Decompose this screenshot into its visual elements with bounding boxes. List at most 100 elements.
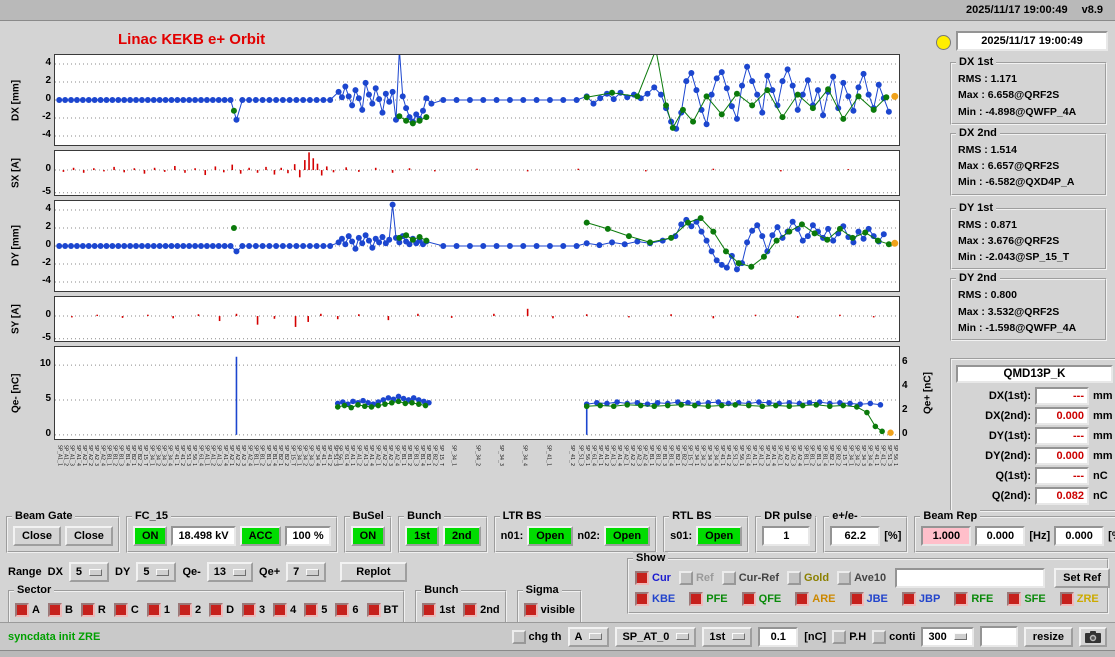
resize-button[interactable]: resize	[1023, 626, 1073, 647]
sector-toggle-2[interactable]: 2	[177, 603, 201, 617]
ratio-value: 62.2	[830, 526, 881, 546]
overlay-toggle-are[interactable]: ARE	[795, 592, 836, 606]
checkbox-indicator[interactable]	[511, 629, 526, 644]
sector-toggle-3[interactable]: 3	[242, 603, 265, 617]
fc15-on-button[interactable]: ON	[132, 526, 168, 546]
sector-toggle-6[interactable]: 6	[335, 603, 359, 617]
sector-toggle-bt[interactable]: BT	[366, 603, 398, 617]
monitor-row: DY(1st): --- mm	[956, 427, 1113, 445]
replot-button[interactable]: Replot	[340, 562, 407, 582]
beam-gate-close-1-button[interactable]: Close	[13, 526, 61, 546]
checkbox-indicator[interactable]	[832, 629, 847, 644]
busel-on-button[interactable]: ON	[350, 526, 386, 546]
bunch-toggle-1st[interactable]: 1st	[422, 603, 455, 617]
checkbox-indicator[interactable]	[901, 592, 916, 606]
ph-toggle-p-h[interactable]: P.H	[832, 629, 866, 644]
checkbox-indicator[interactable]	[146, 603, 161, 617]
show-toggle-ref[interactable]: Ref	[678, 571, 714, 585]
overlay-toggle-qfe[interactable]: QFE	[741, 592, 781, 606]
threshold-input[interactable]: 0.1	[758, 626, 799, 647]
checkbox-indicator[interactable]	[689, 592, 704, 606]
checkbox-indicator[interactable]	[463, 603, 478, 617]
sector-toggle-c[interactable]: C	[113, 603, 139, 617]
checkbox-indicator[interactable]	[335, 603, 350, 617]
overlay-toggle-jbp[interactable]: JBP	[901, 592, 940, 606]
show-toggle-ave10[interactable]: Ave10	[837, 571, 886, 585]
checkbox-indicator[interactable]	[678, 571, 693, 585]
screenshot-button[interactable]	[1079, 626, 1107, 647]
checkbox-indicator[interactable]	[177, 603, 192, 617]
aux-input[interactable]	[979, 626, 1018, 647]
checkbox-indicator[interactable]	[872, 629, 887, 644]
sector-toggle-1[interactable]: 1	[146, 603, 170, 617]
checkbox-indicator[interactable]	[1007, 592, 1022, 606]
bunch-toggle-2nd[interactable]: 2nd	[463, 603, 500, 617]
checkbox-indicator[interactable]	[721, 571, 736, 585]
toggle-label: KBE	[652, 593, 676, 605]
checkbox-indicator[interactable]	[15, 603, 29, 617]
checkbox-indicator[interactable]	[795, 592, 810, 606]
stat-min: Min : -1.598@QWFP_4A	[958, 321, 1077, 334]
bunch-1st-button[interactable]: 1st	[405, 526, 440, 546]
set-ref-button[interactable]: Set Ref	[1054, 568, 1111, 588]
monitor-label: Q(1st):	[995, 470, 1031, 482]
range-qem-select[interactable]: 13	[206, 562, 254, 582]
checkbox-indicator[interactable]	[273, 603, 288, 617]
overlay-toggle-sfe[interactable]: SFE	[1007, 592, 1046, 606]
show-toggle-cur-ref[interactable]: Cur-Ref	[721, 571, 779, 585]
bunch-2nd-button[interactable]: 2nd	[443, 526, 481, 546]
checkbox-indicator[interactable]	[209, 603, 224, 617]
checkbox-indicator[interactable]	[80, 603, 95, 617]
bpm-label: SP_A1_4	[74, 445, 81, 467]
rtl-s01-open-button[interactable]: Open	[696, 526, 743, 546]
sector-toggle-r[interactable]: R	[80, 603, 106, 617]
bpm-select[interactable]: SP_AT_0	[615, 626, 697, 647]
sector-toggle-a[interactable]: A	[15, 603, 40, 617]
sector-toggle-4[interactable]: 4	[273, 603, 296, 617]
checkbox-indicator[interactable]	[954, 592, 969, 606]
bunch-select[interactable]: 1st	[702, 626, 753, 647]
sector-toggle-5[interactable]: 5	[304, 603, 327, 617]
overlay-toggle-kbe[interactable]: KBE	[635, 592, 675, 606]
show-toggle-cur[interactable]: Cur	[635, 571, 671, 585]
checkbox-indicator[interactable]	[523, 603, 538, 617]
conti-toggle-conti[interactable]: conti	[872, 629, 915, 644]
checkbox-indicator[interactable]	[849, 592, 864, 606]
checkbox-indicator[interactable]	[47, 603, 62, 617]
checkbox-indicator[interactable]	[635, 571, 649, 585]
n01-label: n01:	[500, 530, 524, 542]
sigma-toggle-visible[interactable]: visible	[523, 603, 575, 617]
checkbox-indicator[interactable]	[113, 603, 128, 617]
fc15-acc-button[interactable]: ACC	[239, 526, 282, 546]
overlay-toggle-zre[interactable]: ZRE	[1059, 592, 1099, 606]
overlay-toggle-jbe[interactable]: JBE	[849, 592, 888, 606]
ltr-n02-open-button[interactable]: Open	[603, 526, 651, 546]
range-dx-select[interactable]: 5	[68, 562, 110, 582]
show-toggle-gold[interactable]: Gold	[787, 571, 829, 585]
checkbox-indicator[interactable]	[1059, 592, 1074, 606]
sector-select[interactable]: A	[567, 626, 610, 647]
sector-toggle-d[interactable]: D	[209, 603, 234, 617]
checkbox-indicator[interactable]	[304, 603, 319, 617]
range-dy-select[interactable]: 5	[136, 562, 177, 582]
checkbox-indicator[interactable]	[837, 571, 852, 585]
checkbox-indicator[interactable]	[366, 603, 381, 617]
sector-toggle-b[interactable]: B	[47, 603, 73, 617]
checkbox-indicator[interactable]	[787, 571, 802, 585]
bpm-monitor-name[interactable]: QMD13P_K	[956, 365, 1113, 383]
ltr-n01-open-button[interactable]: Open	[527, 526, 574, 546]
checkbox-indicator[interactable]	[741, 592, 756, 606]
ref-file-input[interactable]	[895, 568, 1046, 588]
checkbox-indicator[interactable]	[635, 592, 649, 606]
overlay-toggle-rfe[interactable]: RFE	[954, 592, 993, 606]
beam-gate-close-2-button[interactable]: Close	[64, 526, 113, 546]
toggle-label: 2nd	[480, 604, 500, 616]
checkbox-indicator[interactable]	[422, 603, 437, 617]
bpm-label: SP_A1_2	[603, 445, 610, 467]
checkbox-indicator[interactable]	[242, 603, 257, 617]
range-dx-label: DX	[47, 566, 63, 578]
range-qep-select[interactable]: 7	[286, 562, 327, 582]
chg-th-toggle-chg-th[interactable]: chg th	[511, 629, 562, 644]
overlay-toggle-pfe[interactable]: PFE	[689, 592, 728, 606]
interval-select[interactable]: 300	[921, 626, 974, 647]
